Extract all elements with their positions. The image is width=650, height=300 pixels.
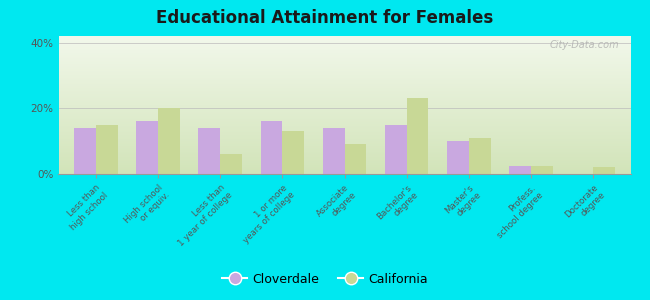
Bar [509,166,531,174]
Bar [136,122,158,174]
Text: Educational Attainment for Females: Educational Attainment for Females [157,9,493,27]
Bar [531,166,552,174]
Bar [261,122,282,174]
Bar [96,125,118,174]
Bar [282,131,304,174]
Bar [447,141,469,174]
Bar [158,108,180,174]
Bar [220,154,242,174]
Bar [385,125,407,174]
Bar [198,128,220,174]
Bar [469,138,491,174]
Bar [407,98,428,174]
Text: City-Data.com: City-Data.com [549,40,619,50]
Bar [593,167,615,174]
Bar [323,128,345,174]
Bar [344,144,366,174]
Legend: Cloverdale, California: Cloverdale, California [217,268,433,291]
Bar [74,128,96,174]
